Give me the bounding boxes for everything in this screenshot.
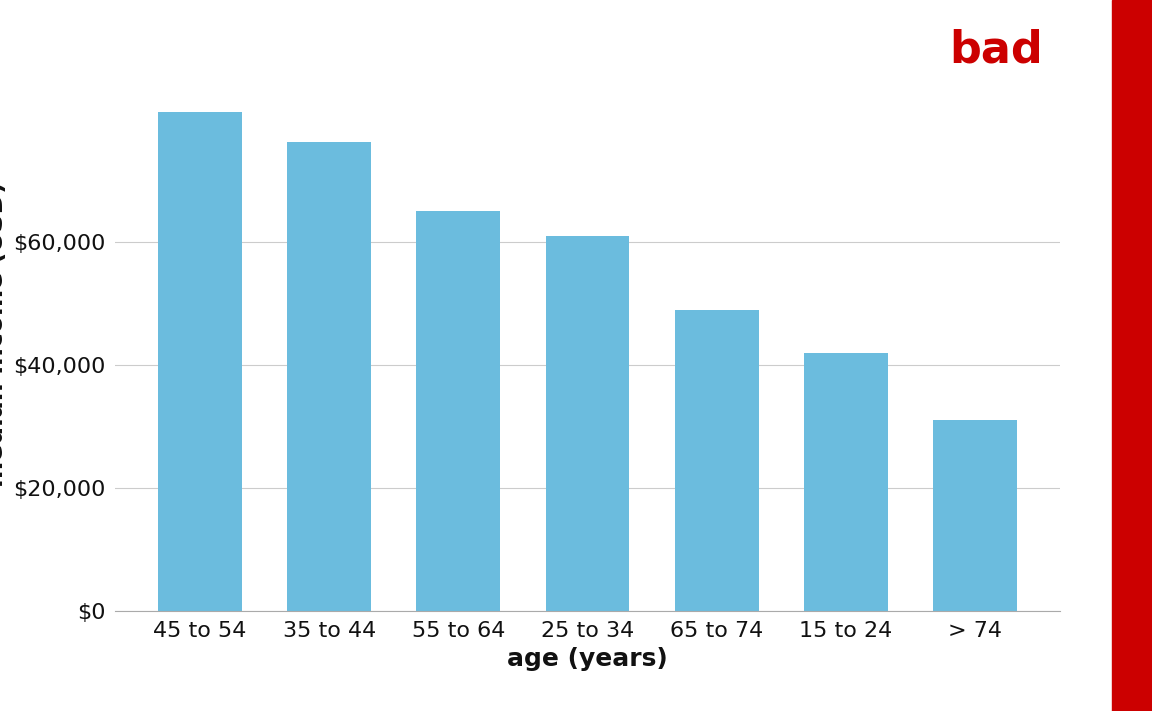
Y-axis label: median income (USD): median income (USD) xyxy=(0,181,8,487)
Bar xyxy=(416,211,500,611)
Bar xyxy=(287,142,371,611)
X-axis label: age (years): age (years) xyxy=(507,647,668,670)
Text: bad: bad xyxy=(949,28,1043,71)
Bar xyxy=(158,112,242,611)
Bar xyxy=(804,353,888,611)
Bar xyxy=(933,420,1017,611)
Bar xyxy=(546,236,629,611)
Bar xyxy=(675,310,759,611)
